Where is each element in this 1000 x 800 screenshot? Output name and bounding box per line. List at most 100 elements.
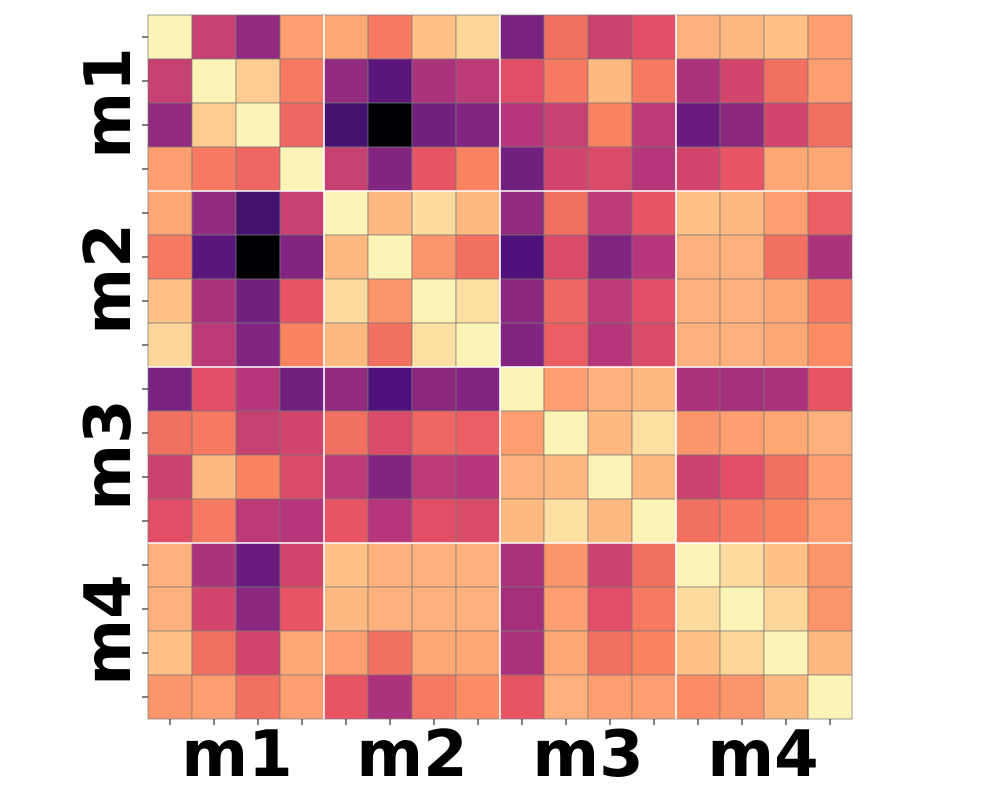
heatmap-cell-r2-c3 <box>279 102 325 148</box>
heatmap-cell-r14-c2 <box>235 630 281 676</box>
heatmap-cell-r9-c14 <box>763 410 809 456</box>
heatmap-cell-r11-c14 <box>763 498 809 544</box>
heatmap-cell-r15-c12 <box>675 674 721 720</box>
heatmap-cell-r2-c4 <box>323 102 369 148</box>
heatmap-cell-r13-c4 <box>323 586 369 632</box>
heatmap-cell-r3-c4 <box>323 146 369 192</box>
heatmap-cell-r12-c1 <box>191 542 237 588</box>
heatmap-cell-r3-c3 <box>279 146 325 192</box>
heatmap-cell-r9-c13 <box>719 410 765 456</box>
heatmap-cell-r12-c10 <box>587 542 633 588</box>
heatmap-cell-r8-c12 <box>675 366 721 412</box>
heatmap-cell-r2-c1 <box>191 102 237 148</box>
heatmap-cell-r7-c7 <box>455 322 501 368</box>
heatmap-cell-r12-c13 <box>719 542 765 588</box>
heatmap-cell-r9-c7 <box>455 410 501 456</box>
y-label-m2: m2 <box>72 223 146 334</box>
heatmap-cell-r4-c11 <box>631 190 677 236</box>
heatmap-cell-r0-c9 <box>543 14 589 60</box>
heatmap-cell-r5-c0 <box>147 234 193 280</box>
heatmap-cell-r1-c11 <box>631 58 677 104</box>
heatmap-cell-r3-c12 <box>675 146 721 192</box>
heatmap-cell-r3-c5 <box>367 146 413 192</box>
heatmap-cell-r10-c15 <box>807 454 853 500</box>
heatmap-cell-r5-c8 <box>499 234 545 280</box>
heatmap-cell-r7-c13 <box>719 322 765 368</box>
heatmap-cell-r6-c15 <box>807 278 853 324</box>
heatmap-cell-r5-c6 <box>411 234 457 280</box>
heatmap-cell-r5-c5 <box>367 234 413 280</box>
heatmap-cell-r1-c13 <box>719 58 765 104</box>
heatmap-cell-r14-c11 <box>631 630 677 676</box>
heatmap-cell-r5-c11 <box>631 234 677 280</box>
heatmap-cell-r5-c14 <box>763 234 809 280</box>
heatmap-cell-r4-c2 <box>235 190 281 236</box>
heatmap-cell-r5-c15 <box>807 234 853 280</box>
heatmap-cell-r6-c11 <box>631 278 677 324</box>
heatmap-cell-r1-c1 <box>191 58 237 104</box>
heatmap-cell-r8-c13 <box>719 366 765 412</box>
heatmap-cell-r7-c10 <box>587 322 633 368</box>
heatmap-cell-r10-c3 <box>279 454 325 500</box>
heatmap-cell-r11-c13 <box>719 498 765 544</box>
heatmap-cell-r11-c7 <box>455 498 501 544</box>
heatmap-cell-r6-c4 <box>323 278 369 324</box>
heatmap-cell-r9-c0 <box>147 410 193 456</box>
heatmap-cell-r14-c3 <box>279 630 325 676</box>
heatmap-cell-r9-c8 <box>499 410 545 456</box>
heatmap-cell-r0-c8 <box>499 14 545 60</box>
heatmap-cell-r1-c4 <box>323 58 369 104</box>
heatmap-cell-r8-c7 <box>455 366 501 412</box>
heatmap-cell-r5-c3 <box>279 234 325 280</box>
heatmap-cell-r2-c9 <box>543 102 589 148</box>
heatmap-cell-r6-c5 <box>367 278 413 324</box>
heatmap-cell-r2-c11 <box>631 102 677 148</box>
heatmap-cell-r11-c3 <box>279 498 325 544</box>
heatmap-cell-r15-c10 <box>587 674 633 720</box>
heatmap-cell-r10-c7 <box>455 454 501 500</box>
heatmap-cell-r12-c8 <box>499 542 545 588</box>
heatmap-cell-r3-c0 <box>147 146 193 192</box>
y-label-m1: m1 <box>72 47 146 158</box>
heatmap-cell-r5-c12 <box>675 234 721 280</box>
heatmap-cell-r4-c15 <box>807 190 853 236</box>
heatmap-cell-r12-c2 <box>235 542 281 588</box>
heatmap-cell-r3-c15 <box>807 146 853 192</box>
heatmap-cell-r13-c5 <box>367 586 413 632</box>
heatmap-cell-r4-c8 <box>499 190 545 236</box>
heatmap-cell-r10-c8 <box>499 454 545 500</box>
heatmap-cell-r15-c7 <box>455 674 501 720</box>
heatmap-cell-r15-c2 <box>235 674 281 720</box>
heatmap-cell-r0-c6 <box>411 14 457 60</box>
heatmap-cell-r1-c3 <box>279 58 325 104</box>
heatmap-cell-r7-c15 <box>807 322 853 368</box>
heatmap-cell-r6-c10 <box>587 278 633 324</box>
heatmap-cell-r11-c0 <box>147 498 193 544</box>
heatmap-cell-r13-c15 <box>807 586 853 632</box>
heatmap-cell-r0-c13 <box>719 14 765 60</box>
heatmap-cell-r0-c7 <box>455 14 501 60</box>
heatmap-cell-r4-c12 <box>675 190 721 236</box>
heatmap-cell-r9-c1 <box>191 410 237 456</box>
heatmap-cell-r9-c15 <box>807 410 853 456</box>
heatmap-cell-r15-c15 <box>807 674 853 720</box>
heatmap-cell-r5-c9 <box>543 234 589 280</box>
heatmap-cell-r13-c1 <box>191 586 237 632</box>
heatmap-cell-r2-c14 <box>763 102 809 148</box>
heatmap-cell-r3-c6 <box>411 146 457 192</box>
heatmap-cell-r6-c1 <box>191 278 237 324</box>
heatmap-cell-r2-c2 <box>235 102 281 148</box>
heatmap-cell-r4-c10 <box>587 190 633 236</box>
heatmap-cell-r11-c15 <box>807 498 853 544</box>
heatmap-cell-r2-c10 <box>587 102 633 148</box>
heatmap-cell-r8-c10 <box>587 366 633 412</box>
heatmap-cell-r5-c2 <box>235 234 281 280</box>
heatmap-cell-r3-c7 <box>455 146 501 192</box>
x-label-m4: m4 <box>707 718 818 792</box>
heatmap-cell-r7-c11 <box>631 322 677 368</box>
heatmap-cell-r11-c4 <box>323 498 369 544</box>
heatmap-cell-r9-c6 <box>411 410 457 456</box>
heatmap-cell-r1-c6 <box>411 58 457 104</box>
heatmap-cell-r0-c1 <box>191 14 237 60</box>
